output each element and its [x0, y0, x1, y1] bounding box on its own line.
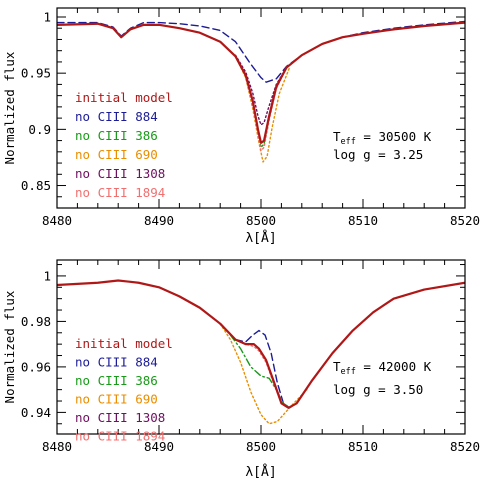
y-tick-label: 1: [43, 9, 51, 24]
x-axis-label: λ[Å]: [245, 464, 276, 480]
series-group: [57, 20, 465, 163]
legend-entry: no CIII 884: [75, 355, 158, 370]
legend-entry: no CIII 690: [75, 392, 158, 407]
chart-panel-1: 8480 8490 8500 8510 8520 0.85 0.9 0.95 1 λ[Å] Norm…: [2, 7, 480, 246]
legend-entry: initial model: [75, 90, 173, 105]
teff-symbol: T: [333, 129, 341, 144]
legend-entry: no CIII 1894: [75, 429, 165, 444]
legend-entry: no CIII 1308: [75, 166, 165, 181]
legend-entry: no CIII 386: [75, 128, 158, 143]
legend-entry: no CIII 1894: [75, 185, 165, 200]
series-line-no-ciii-1308: [234, 54, 288, 126]
y-axis-label: Normalized flux: [2, 51, 17, 164]
teff-subscript: eff: [341, 367, 356, 377]
legend-entry: no CIII 386: [75, 373, 158, 388]
x-tick-label: 8480: [42, 439, 72, 454]
logg-annotation: log g = 3.25: [333, 147, 423, 162]
teff-symbol: T: [333, 359, 341, 374]
chart-panel-2: 8480 8490 8500 8510 8520 0.94 0.96 0.98 1 λ[Å] Nor…: [2, 259, 480, 480]
legend-entry: no CIII 1308: [75, 410, 165, 425]
y-tick-label: 0.98: [21, 314, 51, 329]
teff-annotation: Teff = 30500 K: [333, 129, 432, 147]
series-line-no-ciii-884: [57, 20, 465, 83]
x-tick-label: 8520: [450, 213, 480, 228]
series-line-no-ciii-386: [229, 334, 298, 409]
x-tick-label: 8520: [450, 439, 480, 454]
x-tick-label: 8490: [144, 439, 174, 454]
x-tick-label: 8490: [144, 213, 174, 228]
logg-annotation: log g = 3.50: [333, 382, 423, 397]
series-line-initial-model: [57, 279, 465, 409]
legend-entry: no CIII 690: [75, 147, 158, 162]
y-tick-label: 0.94: [21, 405, 51, 420]
series-line-no-ciii-884: [234, 329, 298, 409]
x-axis-label: λ[Å]: [245, 230, 276, 246]
x-tick-label: 8510: [348, 439, 378, 454]
teff-value: = 42000 K: [356, 359, 432, 374]
legend-entry: no CIII 884: [75, 109, 158, 124]
teff-subscript: eff: [341, 137, 356, 147]
y-tick-label: 0.9: [28, 122, 51, 137]
legend-entry: initial model: [75, 336, 173, 351]
series-group: [57, 279, 465, 425]
x-tick-label: 8510: [348, 213, 378, 228]
x-tick-label: 8500: [246, 213, 276, 228]
y-tick-label: 1: [43, 268, 51, 283]
x-tick-label: 8500: [246, 439, 276, 454]
y-axis-label: Normalized flux: [2, 290, 17, 403]
y-tick-label: 0.95: [21, 66, 51, 81]
y-tick-label: 0.85: [21, 178, 51, 193]
y-tick-label: 0.96: [21, 359, 51, 374]
series-line-initial-model: [57, 21, 465, 144]
teff-annotation: Teff = 42000 K: [333, 359, 432, 377]
teff-value: = 30500 K: [356, 129, 432, 144]
x-tick-label: 8480: [42, 213, 72, 228]
